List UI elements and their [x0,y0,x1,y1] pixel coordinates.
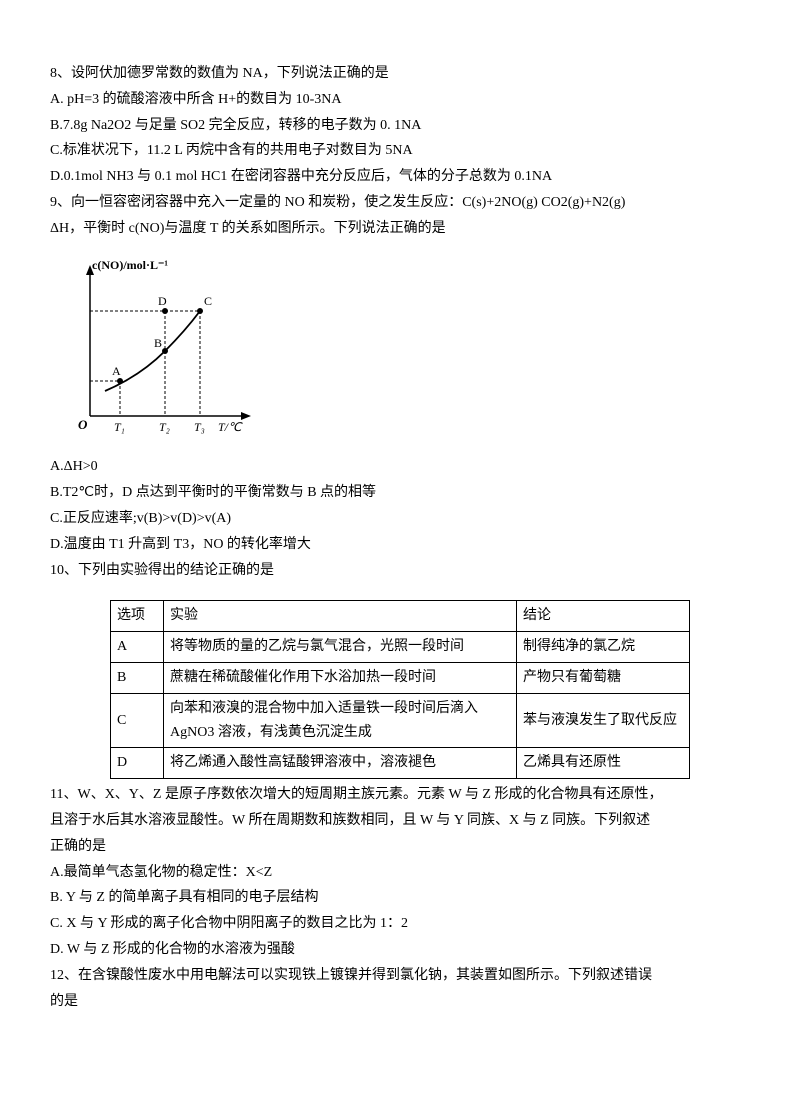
label-c: C [204,294,212,308]
header-experiment: 实验 [164,601,517,632]
table-row: D 将乙烯通入酸性高锰酸钾溶液中，溶液褪色 乙烯具有还原性 [111,748,690,779]
q9-opt-d: D.温度由 T1 升高到 T3，NO 的转化率增大 [50,533,750,557]
cell-opt: D [111,748,164,779]
origin-label: O [78,417,88,432]
q10-stem: 10、下列由实验得出的结论正确的是 [50,559,750,583]
tick-t3: T₃ [194,420,205,434]
cell-exp: 将乙烯通入酸性高锰酸钾溶液中，溶液褪色 [164,748,517,779]
q8-opt-b: B.7.8g Na2O2 与足量 SO2 完全反应，转移的电子数为 0. 1NA [50,114,750,138]
point-d [162,308,168,314]
q10-table: 选项 实验 结论 A 将等物质的量的乙烷与氯气混合，光照一段时间 制得纯净的氯乙… [110,600,690,779]
q9-chart: c(NO)/mol·L⁻¹ A B D C O T₁ T₂ T₃ T/℃ [50,251,750,450]
cell-exp: 将等物质的量的乙烷与氯气混合，光照一段时间 [164,632,517,663]
q9-opt-a: A.ΔH>0 [50,455,750,479]
q8-opt-c: C.标准状况下，11.2 L 丙烷中含有的共用电子对数目为 5NA [50,139,750,163]
cell-opt: C [111,693,164,748]
header-conclusion: 结论 [517,601,690,632]
q9-stem-line1: 9、向一恒容密闭容器中充入一定量的 NO 和炭粉，使之发生反应：C(s)+2NO… [50,191,750,215]
q11-stem-line1: 11、W、X、Y、Z 是原子序数依次增大的短周期主族元素。元素 W 与 Z 形成… [50,783,750,807]
q8-stem: 8、设阿伏加德罗常数的数值为 NA，下列说法正确的是 [50,62,750,86]
q11-stem-line2: 且溶于水后其水溶液显酸性。W 所在周期数和族数相同，且 W 与 Y 同族、X 与… [50,809,750,833]
q12-stem-line1: 12、在含镍酸性废水中用电解法可以实现铁上镀镍并得到氯化钠，其装置如图所示。下列… [50,964,750,988]
label-d: D [158,294,167,308]
y-label: c(NO)/mol·L⁻¹ [92,258,168,272]
point-b [162,348,168,354]
cell-conc: 苯与液溴发生了取代反应 [517,693,690,748]
header-option: 选项 [111,601,164,632]
cell-exp: 蔗糖在稀硫酸催化作用下水浴加热一段时间 [164,662,517,693]
q11-opt-c: C. X 与 Y 形成的离子化合物中阴阳离子的数目之比为 1：2 [50,912,750,936]
label-b: B [154,336,162,350]
x-arrow [241,412,251,420]
point-a [117,378,123,384]
tick-t1: T₁ [114,420,125,434]
q9-stem-line2: ΔH，平衡时 c(NO)与温度 T 的关系如图所示。下列说法正确的是 [50,217,750,241]
q9-opt-c: C.正反应速率;v(B)>v(D)>v(A) [50,507,750,531]
table-row: A 将等物质的量的乙烷与氯气混合，光照一段时间 制得纯净的氯乙烷 [111,632,690,663]
tick-t2: T₂ [159,420,170,434]
q11-opt-d: D. W 与 Z 形成的化合物的水溶液为强酸 [50,938,750,962]
table-row: B 蔗糖在稀硫酸催化作用下水浴加热一段时间 产物只有葡萄糖 [111,662,690,693]
q8-opt-a: A. pH=3 的硫酸溶液中所含 H+的数目为 10-3NA [50,88,750,112]
cell-exp: 向苯和液溴的混合物中加入适量铁一段时间后滴入 AgNO3 溶液，有浅黄色沉淀生成 [164,693,517,748]
cell-conc: 乙烯具有还原性 [517,748,690,779]
table-header-row: 选项 实验 结论 [111,601,690,632]
label-a: A [112,364,121,378]
point-c [197,308,203,314]
cell-conc: 制得纯净的氯乙烷 [517,632,690,663]
x-label: T/℃ [218,420,243,434]
cell-conc: 产物只有葡萄糖 [517,662,690,693]
q12-stem-line2: 的是 [50,990,750,1014]
q11-stem-line3: 正确的是 [50,835,750,859]
table-row: C 向苯和液溴的混合物中加入适量铁一段时间后滴入 AgNO3 溶液，有浅黄色沉淀… [111,693,690,748]
cell-opt: A [111,632,164,663]
q11-opt-a: A.最简单气态氢化物的稳定性：X<Z [50,861,750,885]
cell-opt: B [111,662,164,693]
q11-opt-b: B. Y 与 Z 的简单离子具有相同的电子层结构 [50,886,750,910]
q9-opt-b: B.T2℃时，D 点达到平衡时的平衡常数与 B 点的相等 [50,481,750,505]
q8-opt-d: D.0.1mol NH3 与 0.1 mol HC1 在密闭容器中充分反应后，气… [50,165,750,189]
